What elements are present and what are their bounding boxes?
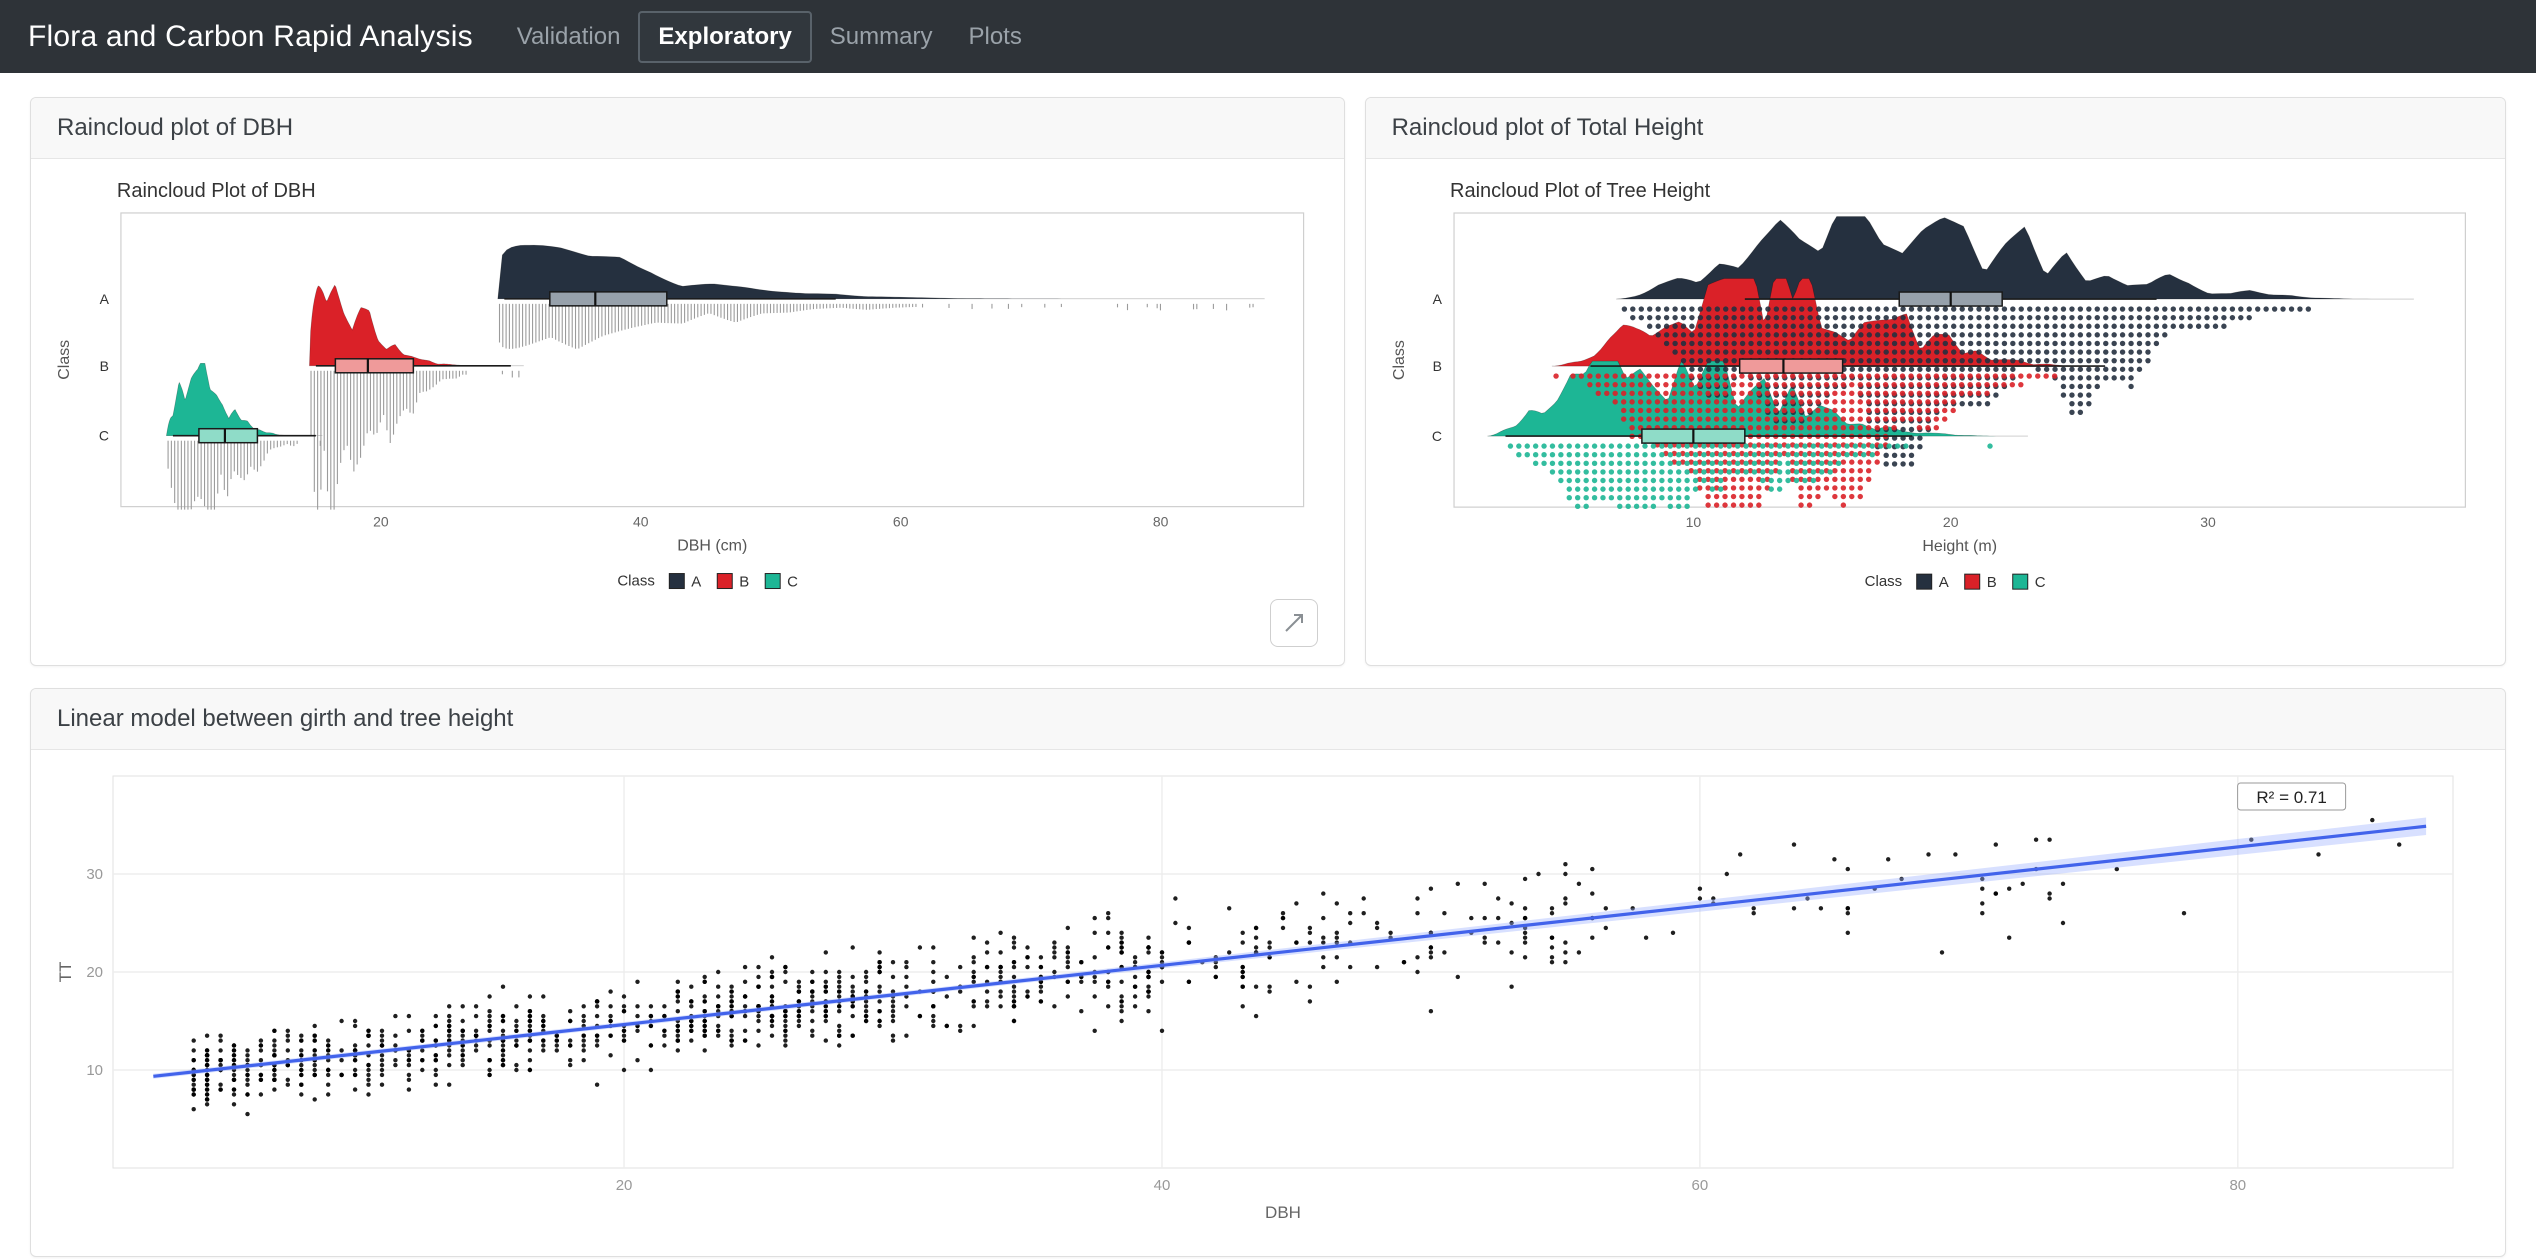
raincloud-height-plot: Raincloud Plot of Tree Height A B C 10 20 30 He… xyxy=(1388,177,2483,647)
card-linear-model-body: R² = 0.71 20 40 60 80 10 20 30 DBH TT xyxy=(31,750,2505,1256)
svg-text:Class: Class xyxy=(1864,573,1902,590)
svg-text:30: 30 xyxy=(2200,514,2216,530)
svg-text:40: 40 xyxy=(633,514,649,530)
card-raincloud-dbh-body: Raincloud Plot of DBH A B C 20 40 60 80 DBH (cm)… xyxy=(31,159,1344,664)
svg-text:B: B xyxy=(1432,358,1441,374)
svg-text:C: C xyxy=(787,574,798,591)
svg-text:10: 10 xyxy=(86,1062,103,1079)
svg-text:80: 80 xyxy=(2229,1177,2246,1194)
card-linear-model-title: Linear model between girth and tree heig… xyxy=(31,689,2505,750)
svg-text:40: 40 xyxy=(1154,1177,1171,1194)
svg-text:DBH (cm): DBH (cm) xyxy=(677,538,747,555)
svg-text:60: 60 xyxy=(1692,1177,1709,1194)
svg-text:20: 20 xyxy=(616,1177,633,1194)
card-raincloud-height-body: Raincloud Plot of Tree Height A B C 10 20 30 He… xyxy=(1366,159,2505,665)
svg-text:Class: Class xyxy=(617,573,654,590)
svg-text:C: C xyxy=(2034,574,2045,591)
svg-text:TT: TT xyxy=(56,962,75,983)
card-raincloud-dbh-title: Raincloud plot of DBH xyxy=(31,98,1344,159)
svg-text:10: 10 xyxy=(1685,514,1701,530)
svg-text:C: C xyxy=(1431,428,1441,444)
svg-text:20: 20 xyxy=(373,514,389,530)
app-title: Flora and Carbon Rapid Analysis xyxy=(28,20,473,54)
svg-text:Class: Class xyxy=(56,340,73,380)
card-linear-model: Linear model between girth and tree heig… xyxy=(30,688,2506,1257)
svg-text:C: C xyxy=(99,428,109,444)
svg-text:R² = 0.71: R² = 0.71 xyxy=(2256,788,2326,807)
svg-text:20: 20 xyxy=(86,964,103,981)
svg-text:30: 30 xyxy=(86,866,103,883)
expand-button[interactable] xyxy=(1270,599,1318,647)
main-content: Raincloud plot of DBH Raincloud Plot of … xyxy=(0,73,2536,1259)
tab-plots[interactable]: Plots xyxy=(950,13,1039,61)
navbar: Flora and Carbon Rapid Analysis Validati… xyxy=(0,0,2536,73)
svg-text:A: A xyxy=(691,574,701,591)
svg-text:A: A xyxy=(1938,574,1948,591)
svg-text:B: B xyxy=(100,358,109,374)
card-raincloud-height: Raincloud plot of Total Height Raincloud… xyxy=(1365,97,2506,666)
svg-text:20: 20 xyxy=(1943,514,1959,530)
svg-text:Raincloud Plot of DBH: Raincloud Plot of DBH xyxy=(117,180,316,202)
svg-text:60: 60 xyxy=(893,514,909,530)
dbh-height-scatter-plot: R² = 0.71 20 40 60 80 10 20 30 DBH TT xyxy=(53,768,2483,1238)
svg-text:B: B xyxy=(1986,574,1996,591)
raincloud-dbh-plot: Raincloud Plot of DBH A B C 20 40 60 80 DBH (cm)… xyxy=(53,177,1322,646)
tab-validation[interactable]: Validation xyxy=(499,13,639,61)
tab-summary[interactable]: Summary xyxy=(812,13,951,61)
svg-text:A: A xyxy=(1432,291,1442,307)
svg-text:Raincloud Plot of Tree Height: Raincloud Plot of Tree Height xyxy=(1450,180,1711,202)
svg-text:Height (m): Height (m) xyxy=(1922,538,1997,555)
expand-icon xyxy=(1283,612,1305,634)
svg-text:A: A xyxy=(100,291,110,307)
svg-text:80: 80 xyxy=(1153,514,1169,530)
tab-exploratory[interactable]: Exploratory xyxy=(638,11,811,63)
card-raincloud-height-title: Raincloud plot of Total Height xyxy=(1366,98,2505,159)
svg-text:Class: Class xyxy=(1391,340,1408,380)
card-raincloud-dbh: Raincloud plot of DBH Raincloud Plot of … xyxy=(30,97,1345,666)
svg-text:B: B xyxy=(739,574,749,591)
svg-text:DBH: DBH xyxy=(1265,1203,1301,1222)
